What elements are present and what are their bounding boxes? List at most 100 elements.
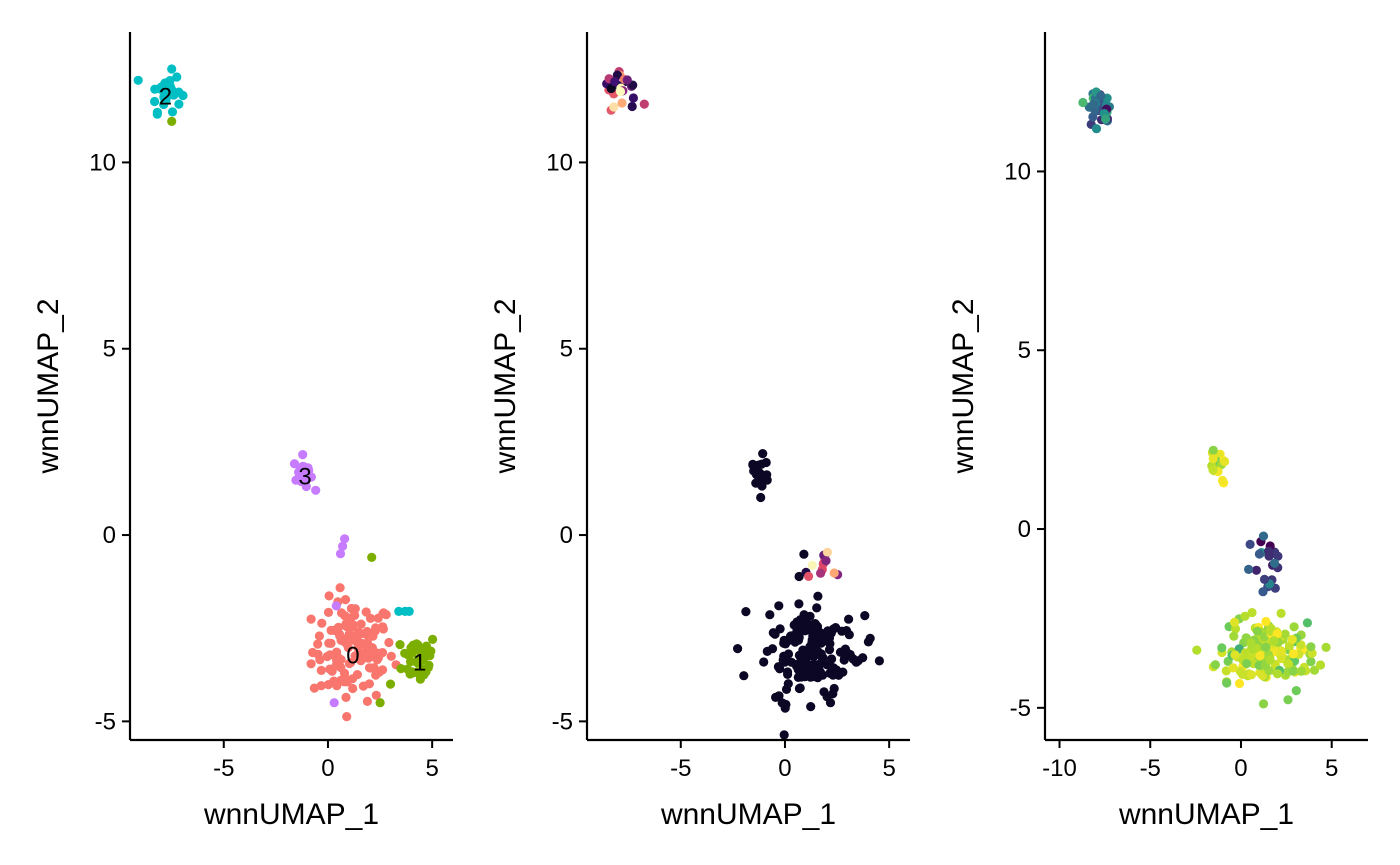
data-point [1288,666,1298,676]
data-point [800,626,810,636]
data-point [786,657,797,667]
data-point [810,641,821,651]
data-point [622,75,632,85]
data-point [771,692,781,703]
data-point [783,636,793,646]
data-point [1302,618,1312,628]
data-point [165,76,175,86]
data-point [374,667,384,677]
data-point [807,560,817,570]
data-point [1240,648,1250,658]
data-point [342,677,352,687]
data-point [313,639,323,649]
data-point [839,655,849,665]
data-point [361,647,371,657]
x-tick-label: -5 [213,755,234,782]
data-point [860,611,870,621]
data-point [338,541,348,551]
points [602,67,885,740]
data-point [1245,539,1255,550]
data-point [1238,669,1248,680]
data-point [1252,626,1262,636]
data-point [298,461,308,471]
data-point [1273,551,1283,561]
data-point [751,470,762,480]
data-point [1258,531,1269,541]
y-axis-title: wnnUMAP_2 [32,298,65,474]
data-point [770,629,780,639]
data-point [336,635,346,646]
data-point [639,99,649,109]
data-point [395,640,405,650]
data-point [1287,634,1297,645]
data-point [1217,475,1228,486]
data-point [306,659,316,669]
data-point [810,619,820,629]
data-point [739,671,749,681]
data-point [789,620,799,630]
data-point [844,614,854,624]
data-point [362,696,372,707]
data-point [342,712,352,722]
data-point [794,571,804,582]
data-point [335,583,345,593]
y-tick-label: 0 [560,522,573,549]
data-point [756,492,766,503]
data-point [324,638,334,648]
data-point [832,667,843,677]
data-point [858,653,868,663]
data-point [819,687,829,697]
data-point [816,651,827,662]
data-point [1251,565,1261,575]
data-point [325,664,335,674]
data-point [385,679,396,689]
x-tick-label: 5 [882,755,895,782]
y-axis-title: wnnUMAP_2 [489,298,522,474]
data-point [1192,645,1202,655]
data-point [615,86,626,97]
data-point [417,644,427,654]
data-point [1258,587,1268,597]
data-point [1269,636,1279,646]
data-point [610,77,620,87]
data-point [358,681,368,691]
data-point [367,643,377,653]
data-point [780,703,790,713]
data-point [1234,678,1245,689]
data-point [1291,686,1301,696]
data-point [799,549,809,559]
data-point [627,101,637,112]
data-point [874,656,885,666]
data-point [352,670,362,680]
data-point [606,83,616,94]
x-tick-label: -5 [670,755,691,782]
data-point [1078,97,1088,108]
data-point [348,683,358,694]
data-point [814,629,825,639]
data-point [378,622,388,632]
x-axis-title: wnnUMAP_1 [203,798,379,831]
data-point [1228,663,1238,673]
data-point [753,460,764,470]
y-tick-label: 5 [103,336,116,363]
data-point [1091,124,1102,134]
data-point [324,591,334,601]
data-point [805,665,816,675]
data-point [828,689,838,699]
x-tick-label: 0 [1234,755,1247,782]
data-point [1230,650,1240,660]
y-tick-label: -5 [95,708,116,735]
data-point [796,672,806,682]
data-point [394,606,404,617]
data-point [311,485,321,495]
data-point [1272,669,1283,679]
data-point [1255,651,1265,661]
data-point [350,610,360,621]
data-point [332,655,342,665]
data-point [306,614,316,624]
data-point [741,607,751,617]
data-point [795,683,805,693]
data-point [1289,622,1299,632]
data-point [1261,642,1271,652]
